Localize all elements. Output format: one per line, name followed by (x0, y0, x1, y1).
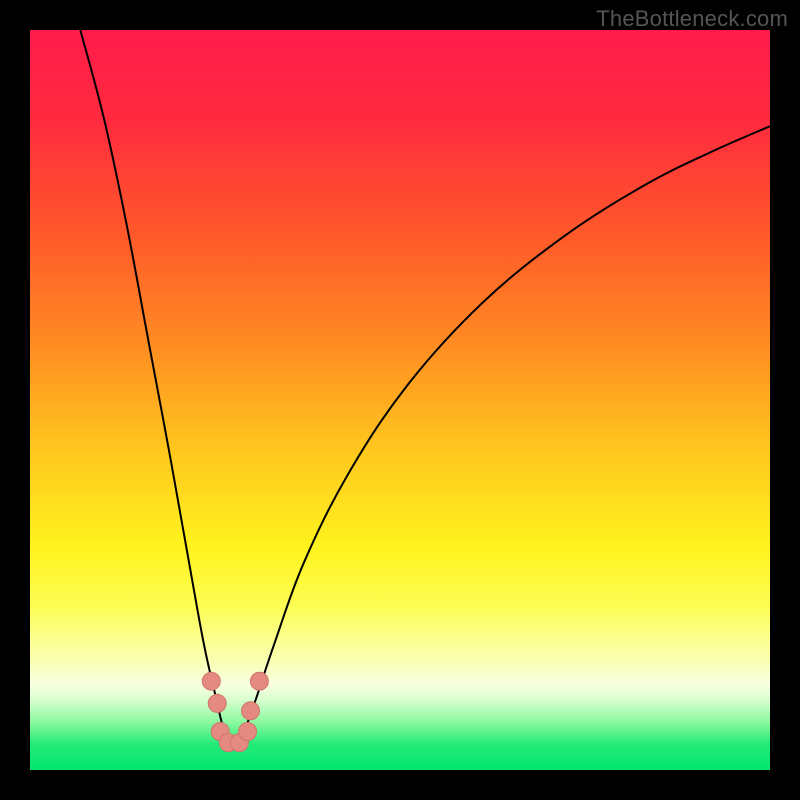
data-marker (208, 694, 226, 712)
chart-frame: TheBottleneck.com (0, 0, 800, 800)
watermark-text: TheBottleneck.com (596, 6, 788, 32)
data-marker (250, 672, 268, 690)
data-marker (242, 702, 260, 720)
data-marker (239, 723, 257, 741)
data-marker (202, 672, 220, 690)
bottleneck-curve-chart (30, 30, 770, 770)
gradient-background (30, 30, 770, 770)
plot-area (30, 30, 770, 770)
